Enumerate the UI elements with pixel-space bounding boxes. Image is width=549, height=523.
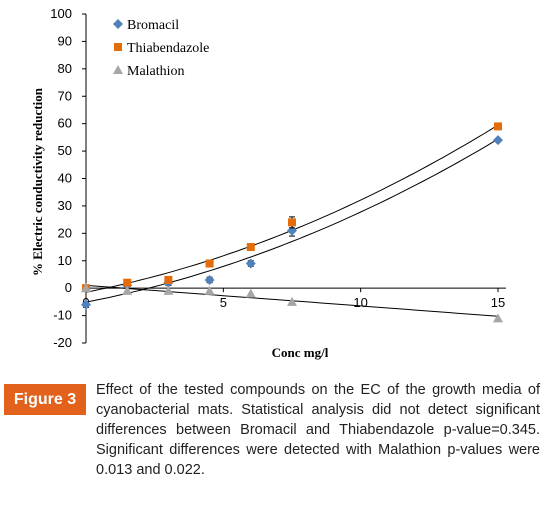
y-tick-label: 30 [58, 198, 72, 213]
point-malathion [163, 285, 174, 295]
legend-marker-malathion [113, 65, 123, 74]
y-tick-label: 0 [65, 280, 72, 295]
point-malathion [204, 285, 215, 295]
y-tick-label: 80 [58, 61, 72, 76]
point-malathion [287, 296, 297, 306]
y-tick-label: 60 [58, 116, 72, 131]
legend-label-bromacil: Bromacil [127, 18, 179, 33]
figure-caption: Effect of the tested compounds on the EC… [96, 382, 540, 478]
chart: -20-100102030405060708090100051015 Broma… [30, 6, 506, 360]
y-tick-label: 70 [58, 88, 72, 103]
y-tick-label: -10 [53, 308, 72, 323]
point-thiabendazole [123, 278, 132, 287]
point-thiabendazole [164, 275, 173, 284]
x-tick-label: 5 [220, 295, 227, 310]
y-axis-label: % Electric conductivity reduction [30, 87, 45, 276]
x-tick-label: 15 [491, 295, 505, 310]
y-tick-label: 50 [58, 143, 72, 158]
y-tick-label: -20 [53, 335, 72, 350]
point-malathion [81, 283, 91, 293]
point-bromacil [204, 274, 215, 285]
legend-marker-thiabendazole [114, 43, 122, 51]
point-thiabendazole [246, 243, 255, 252]
point-malathion [122, 285, 133, 295]
y-tick-label: 100 [50, 6, 72, 21]
point-bromacil [81, 299, 91, 310]
point-malathion [493, 313, 503, 323]
point-bromacil [493, 135, 503, 146]
y-tick-label: 20 [58, 225, 72, 240]
y-tick-label: 10 [58, 253, 72, 268]
legend-label-thiabendazole: Thiabendazole [127, 41, 209, 56]
legend: Bromacil Thiabendazole Malathion [113, 18, 209, 79]
figure-label: Figure 3 [4, 384, 86, 415]
axes: -20-100102030405060708090100051015 [50, 6, 506, 350]
trendline-thiabendazole [85, 124, 499, 293]
point-thiabendazole [494, 122, 502, 131]
y-tick-label: 40 [58, 171, 72, 186]
legend-label-malathion: Malathion [127, 64, 185, 79]
trendline-bromacil [85, 138, 499, 303]
y-tick-label: 90 [58, 33, 72, 48]
point-thiabendazole [288, 218, 296, 227]
x-axis-label: Conc mg/l [272, 345, 329, 360]
point-thiabendazole [205, 259, 214, 268]
x-tick-label: 10 [353, 295, 367, 310]
data-markers [81, 122, 503, 323]
point-malathion [245, 288, 256, 298]
point-bromacil [245, 258, 256, 269]
legend-marker-bromacil [113, 19, 123, 29]
